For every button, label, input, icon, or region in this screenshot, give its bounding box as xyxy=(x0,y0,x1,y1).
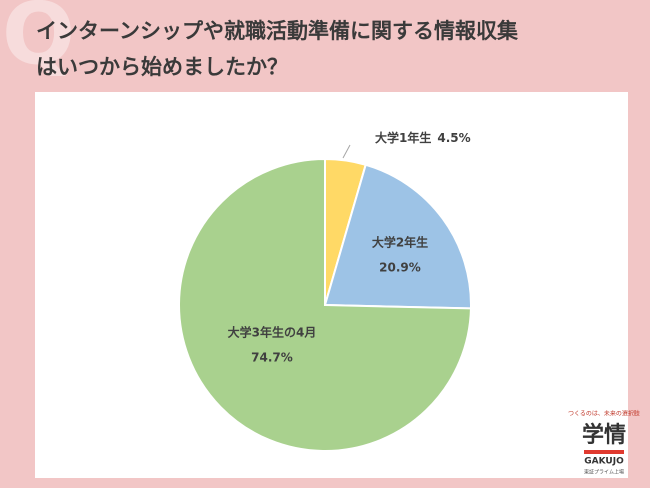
pie-slice xyxy=(178,157,472,452)
category-label: 大学2年生 xyxy=(372,235,428,250)
logo-bar xyxy=(584,450,624,454)
logo: つくるのは、未来の選択肢 学情 GAKUJO 東証プライム上場 xyxy=(568,410,640,476)
category-label: 大学1年生 xyxy=(375,130,431,145)
logo-latin: GAKUJO xyxy=(584,457,624,467)
category-label: 大学3年生の4月 xyxy=(228,325,317,340)
leader-line xyxy=(342,144,351,159)
value-label: 4.5% xyxy=(437,131,470,145)
data-label: 大学1年生 4.5% xyxy=(375,130,471,145)
value-label: 74.7% xyxy=(251,351,293,365)
pie-slice xyxy=(323,163,472,310)
title-line: インターンシップや就職活動準備に関する情報収集 xyxy=(36,19,519,43)
value-label: 20.9% xyxy=(379,261,421,275)
pie: 大学1年生 4.5% 大学2年生 20.9% 大学3年生の4月 74.7% xyxy=(178,130,472,452)
logo-name: 学情 xyxy=(582,422,626,448)
logo-listing: 東証プライム上場 xyxy=(584,469,624,476)
logo-tagline: つくるのは、未来の選択肢 xyxy=(568,410,640,418)
title-line: はいつから始めましたか？ xyxy=(36,55,288,79)
watermark: Q xyxy=(2,0,75,84)
